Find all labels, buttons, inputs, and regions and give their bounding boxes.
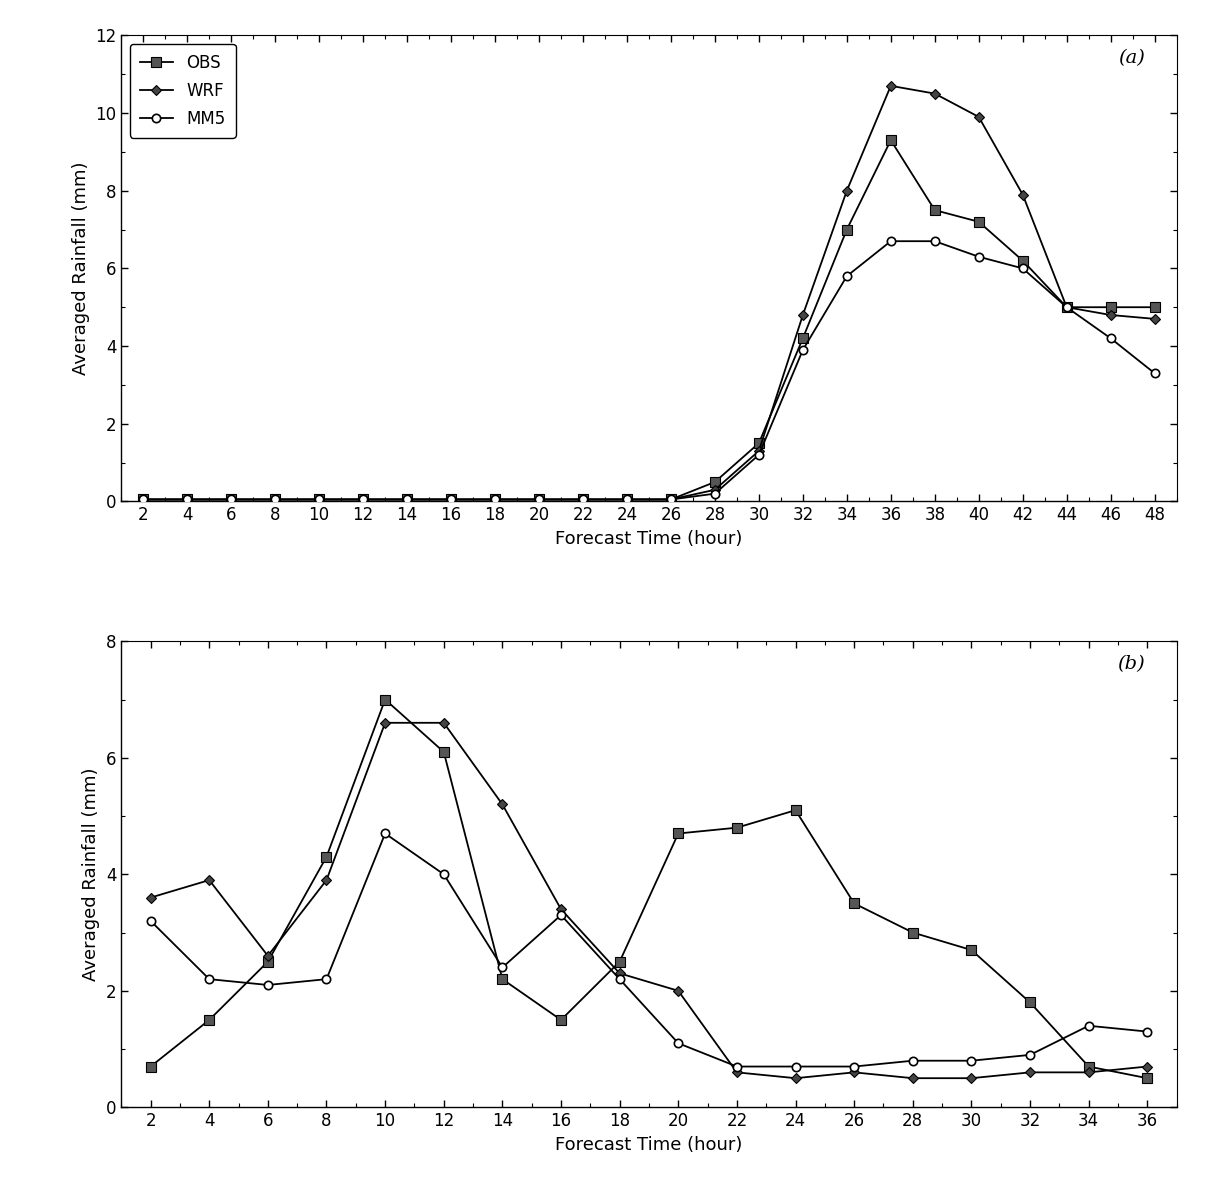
Text: (b): (b) (1117, 655, 1145, 673)
Text: (a): (a) (1118, 49, 1145, 67)
Y-axis label: Averaged Rainfall (mm): Averaged Rainfall (mm) (72, 161, 90, 375)
X-axis label: Forecast Time (hour): Forecast Time (hour) (556, 530, 742, 548)
Legend: OBS, WRF, MM5: OBS, WRF, MM5 (130, 44, 235, 138)
Y-axis label: Averaged Rainfall (mm): Averaged Rainfall (mm) (82, 768, 101, 981)
X-axis label: Forecast Time (hour): Forecast Time (hour) (556, 1136, 742, 1153)
